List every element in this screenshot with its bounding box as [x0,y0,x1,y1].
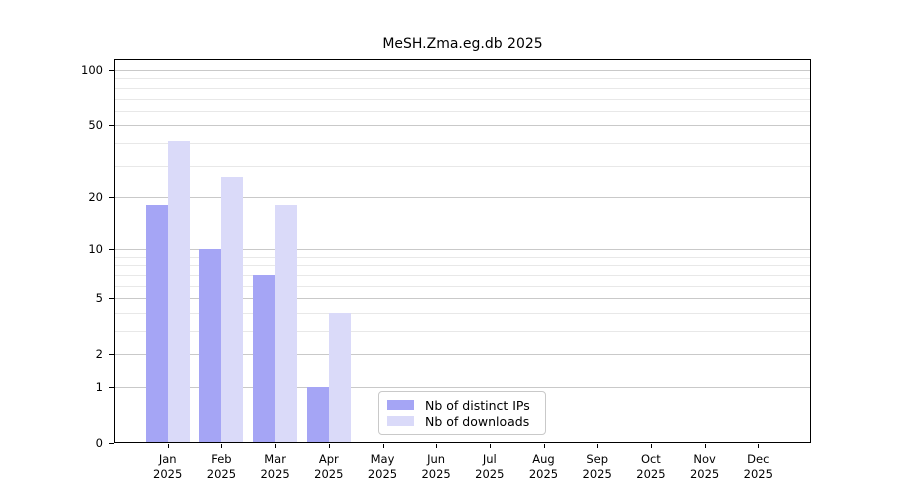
y-tick-mark [109,125,114,127]
x-tick-mark [328,444,330,448]
y-tick-label: 20 [88,189,103,204]
bar-jan-downloads [167,140,190,443]
minor-gridline [115,165,810,167]
bar-mar-distinct-ips [253,274,276,443]
minor-gridline [115,265,810,267]
y-tick-label: 1 [95,380,103,394]
y-tick-mark [109,249,114,251]
bar-mar-downloads [275,205,298,443]
major-gridline [115,354,810,356]
x-tick-mark [543,444,545,448]
x-tick-mark [489,444,491,448]
bar-feb-distinct-ips [199,249,222,443]
bar-feb-downloads [221,176,244,443]
minor-gridline [115,285,810,287]
y-tick-label: 5 [95,291,103,306]
x-tick-mark [597,444,599,448]
legend-item-distinct-ips: Nb of distinct IPs [387,397,537,413]
x-tick-mark [275,444,277,448]
major-gridline [115,196,810,198]
x-tick-mark [758,444,760,448]
legend-swatch-distinct-ips [387,400,414,410]
major-gridline [115,125,810,127]
x-tick-mark [167,444,169,448]
y-tick-label: 100 [81,63,103,77]
x-tick-label: Nov 2025 [689,452,720,481]
x-tick-mark [650,444,652,448]
y-tick-mark [109,354,114,356]
x-tick-label: Dec 2025 [743,452,773,481]
legend-label-downloads: Nb of downloads [425,413,530,429]
x-tick-label: Aug 2025 [528,452,559,481]
y-tick-label: 2 [95,347,103,362]
minor-gridline [115,312,810,314]
y-tick-mark [109,196,114,198]
y-tick-label: 0 [95,436,103,450]
minor-gridline [115,87,810,89]
x-tick-label: Jul 2025 [475,452,505,481]
minor-gridline [115,331,810,332]
minor-gridline [115,110,810,112]
x-tick-mark [221,444,223,448]
minor-gridline [115,274,810,276]
legend: Nb of distinct IPs Nb of downloads [378,391,546,435]
x-tick-label: Mar 2025 [260,452,290,481]
major-gridline [115,298,810,300]
legend-label-distinct-ips: Nb of distinct IPs [425,397,530,413]
chart-title: MeSH.Zma.eg.db 2025 [382,36,543,52]
y-tick-label: 50 [88,118,103,133]
x-tick-label: Jun 2025 [421,452,451,481]
legend-swatch-downloads [387,416,414,426]
x-tick-mark [382,444,384,448]
x-tick-label: Feb 2025 [206,452,237,481]
x-tick-label: May 2025 [367,452,398,481]
bar-apr-downloads [328,312,351,443]
minor-gridline [115,142,810,144]
x-tick-mark [704,444,706,448]
major-gridline [115,249,810,251]
bar-jan-distinct-ips [145,205,168,443]
x-tick-label: Apr 2025 [314,452,344,481]
minor-gridline [115,78,810,80]
x-tick-label: Oct 2025 [636,452,666,481]
legend-item-downloads: Nb of downloads [387,413,537,429]
x-tick-label: Sep 2025 [582,452,612,481]
y-tick-label: 10 [88,242,103,257]
y-tick-mark [109,443,114,444]
x-tick-mark [436,444,438,448]
bar-apr-distinct-ips [306,387,329,443]
x-tick-label: Jan 2025 [153,452,183,481]
y-tick-mark [109,70,114,71]
major-gridline [115,70,810,71]
minor-gridline [115,98,810,100]
minor-gridline [115,256,810,258]
major-gridline [115,387,810,388]
y-tick-mark [109,298,114,300]
y-tick-mark [109,387,114,388]
